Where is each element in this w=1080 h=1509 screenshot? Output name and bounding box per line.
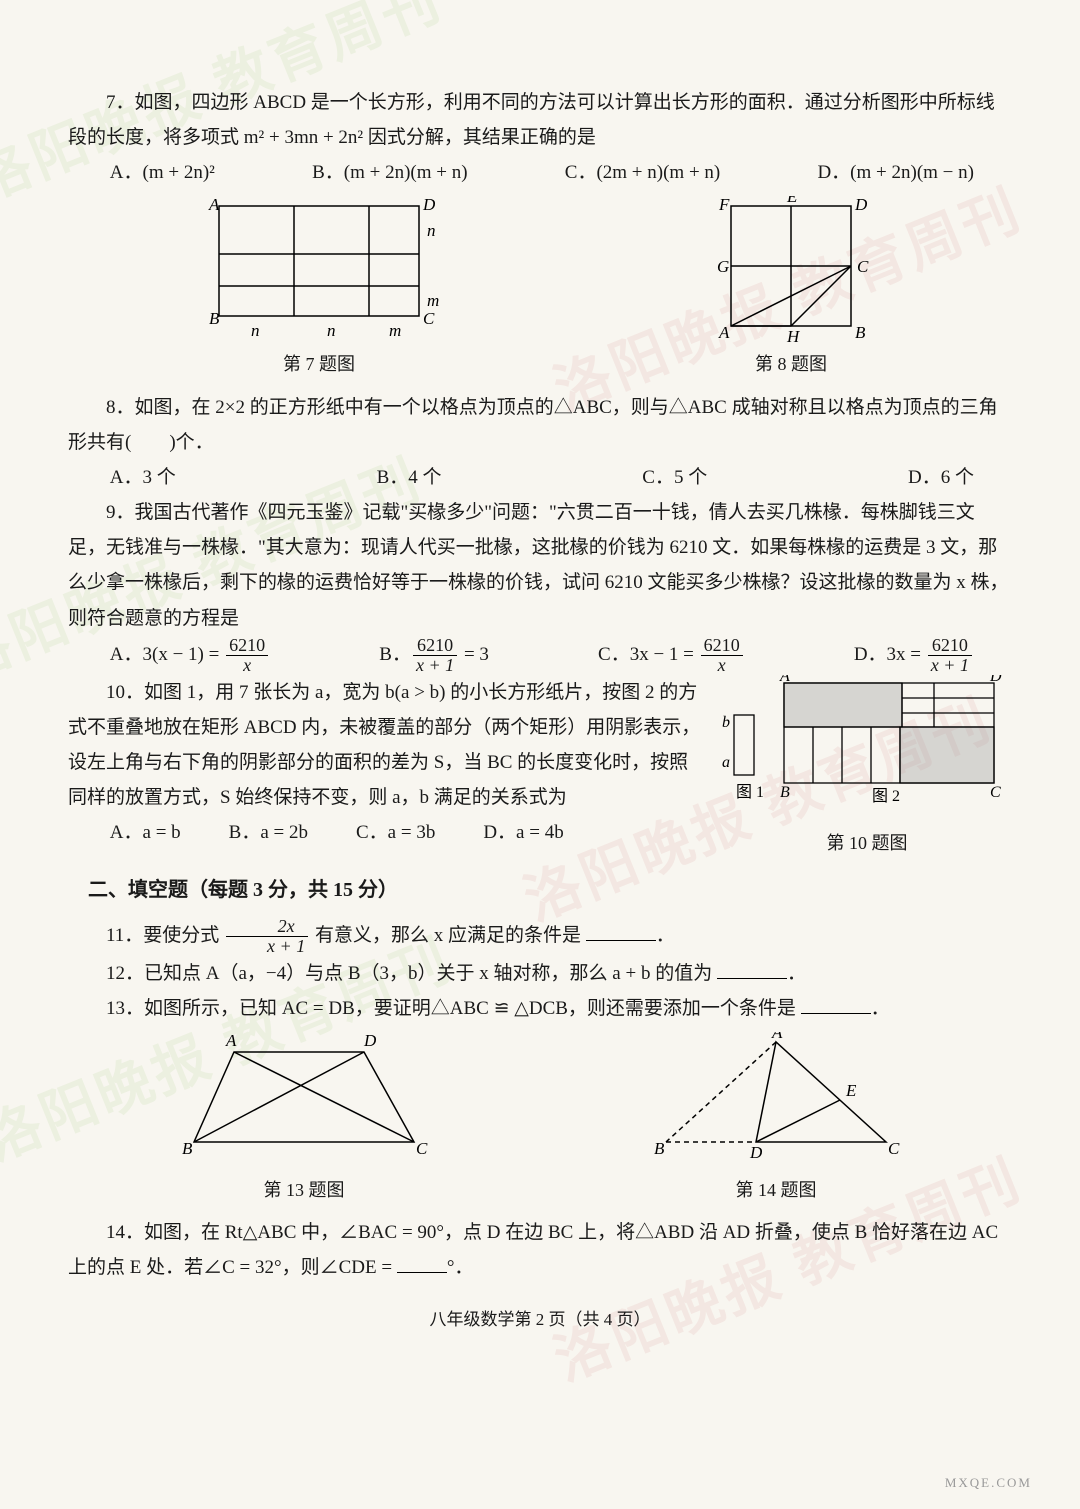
q9-opt-b: B．6210x + 1 = 3 [379,636,489,675]
q8-opt-d: D．6 个 [908,460,974,495]
svg-text:b: b [722,714,730,731]
q10-options: A．a = b B．a = 2b C．a = 3b D．a = 4b [68,815,704,850]
svg-text:F: F [718,196,730,214]
q9-opt-c: C．3x − 1 = 6210x [598,636,745,675]
svg-text:A: A [225,1032,237,1050]
svg-text:B: B [182,1139,193,1158]
q12-blank [717,960,787,979]
svg-text:B: B [654,1139,665,1158]
q9-opt-a: A．3(x − 1) = 6210x [110,636,270,675]
q10-opt-a: A．a = b [110,815,181,850]
q8-opt-c: C．5 个 [642,460,707,495]
svg-text:E: E [845,1081,857,1100]
svg-text:D: D [422,196,436,214]
svg-text:G: G [717,257,729,276]
section2-header: 二、填空题（每题 3 分，共 15 分） [88,872,1012,909]
svg-text:E: E [786,196,798,206]
svg-text:A: A [779,675,790,685]
q10-caption: 第 10 题图 [722,827,1012,860]
q11-blank [586,922,656,941]
q14-caption: 第 14 题图 [636,1174,916,1207]
svg-text:D: D [854,196,868,214]
svg-text:图 1: 图 1 [736,784,764,801]
q13: 13．如图所示，已知 AC = DB，要证明△ABC ≌ △DCB，则还需要添加… [68,991,1012,1026]
q7-stem: 7．如图，四边形 ABCD 是一个长方形，利用不同的方法可以计算出长方形的面积．… [68,85,1012,155]
q14-blank [397,1254,447,1273]
q9-stem: 9．我国古代著作《四元玉鉴》记载"买椽多少"问题："六贯二百一十钱，倩人去买几株… [68,495,1012,636]
q10-opt-c: C．a = 3b [356,815,435,850]
svg-text:D: D [749,1143,763,1162]
q10-stem: 10．如图 1，用 7 张长为 a，宽为 b(a > b) 的小长方形纸片，按图… [68,675,704,816]
svg-text:C: C [990,784,1001,801]
q13-caption: 第 13 题图 [164,1174,444,1207]
q7-opt-c: C．(2m + n)(m + n) [565,155,720,190]
q7-opt-b: B．(m + 2n)(m + n) [312,155,467,190]
q7-options: A．(m + 2n)² B．(m + 2n)(m + n) C．(2m + n)… [68,155,1012,190]
svg-text:B: B [780,784,790,801]
svg-text:C: C [416,1139,428,1158]
q8-options: A．3 个 B．4 个 C．5 个 D．6 个 [68,460,1012,495]
svg-text:m: m [427,291,439,310]
svg-text:B: B [209,309,220,328]
q12: 12．已知点 A（a，−4）与点 B（3，b）关于 x 轴对称，那么 a + b… [68,956,1012,991]
q11: 11．要使分式 2xx + 1 有意义，那么 x 应满足的条件是 ． [68,917,1012,956]
q8-stem: 8．如图，在 2×2 的正方形纸中有一个以格点为顶点的△ABC，则与△ABC 成… [68,390,1012,460]
q10-figure: b a 图 1 [722,675,1012,860]
q8-caption: 第 8 题图 [691,348,891,381]
svg-text:n: n [427,221,436,240]
svg-text:n: n [327,321,336,340]
svg-text:A: A [718,323,730,342]
q7-caption: 第 7 题图 [189,348,449,381]
page-footer: 八年级数学第 2 页（共 4 页） [68,1304,1012,1335]
svg-text:D: D [363,1032,377,1050]
q8-opt-b: B．4 个 [377,460,442,495]
brand-watermark: MXQE.COM [945,1471,1032,1495]
svg-text:C: C [857,257,869,276]
svg-text:C: C [888,1139,900,1158]
svg-text:a: a [722,754,730,771]
svg-text:A: A [771,1032,783,1042]
svg-text:C: C [423,309,435,328]
q10-opt-b: B．a = 2b [229,815,308,850]
q8-opt-a: A．3 个 [110,460,176,495]
q14: 14．如图，在 Rt△ABC 中，∠BAC = 90°，点 D 在边 BC 上，… [68,1215,1012,1285]
svg-text:D: D [989,675,1002,685]
svg-text:图 2: 图 2 [872,788,900,805]
svg-text:B: B [855,323,866,342]
svg-text:A: A [208,196,220,214]
q9-options: A．3(x − 1) = 6210x B．6210x + 1 = 3 C．3x … [68,636,1012,675]
q13-figure: A D B C 第 13 题图 [164,1032,444,1207]
svg-text:m: m [389,321,401,340]
q14-figure: A B D C E 第 14 题图 [636,1032,916,1207]
q9-opt-d: D．3x = 6210x + 1 [854,636,974,675]
q7-opt-a: A．(m + 2n)² [110,155,215,190]
q7-opt-d: D．(m + 2n)(m − n) [817,155,974,190]
q7-figure: A D B C n m n n m 第 7 题图 [189,196,449,381]
q13-blank [801,995,871,1014]
q10-opt-d: D．a = 4b [483,815,563,850]
q8-figure: F E D G C A H B 第 8 题图 [691,196,891,381]
svg-text:H: H [786,327,801,346]
svg-text:n: n [251,321,260,340]
